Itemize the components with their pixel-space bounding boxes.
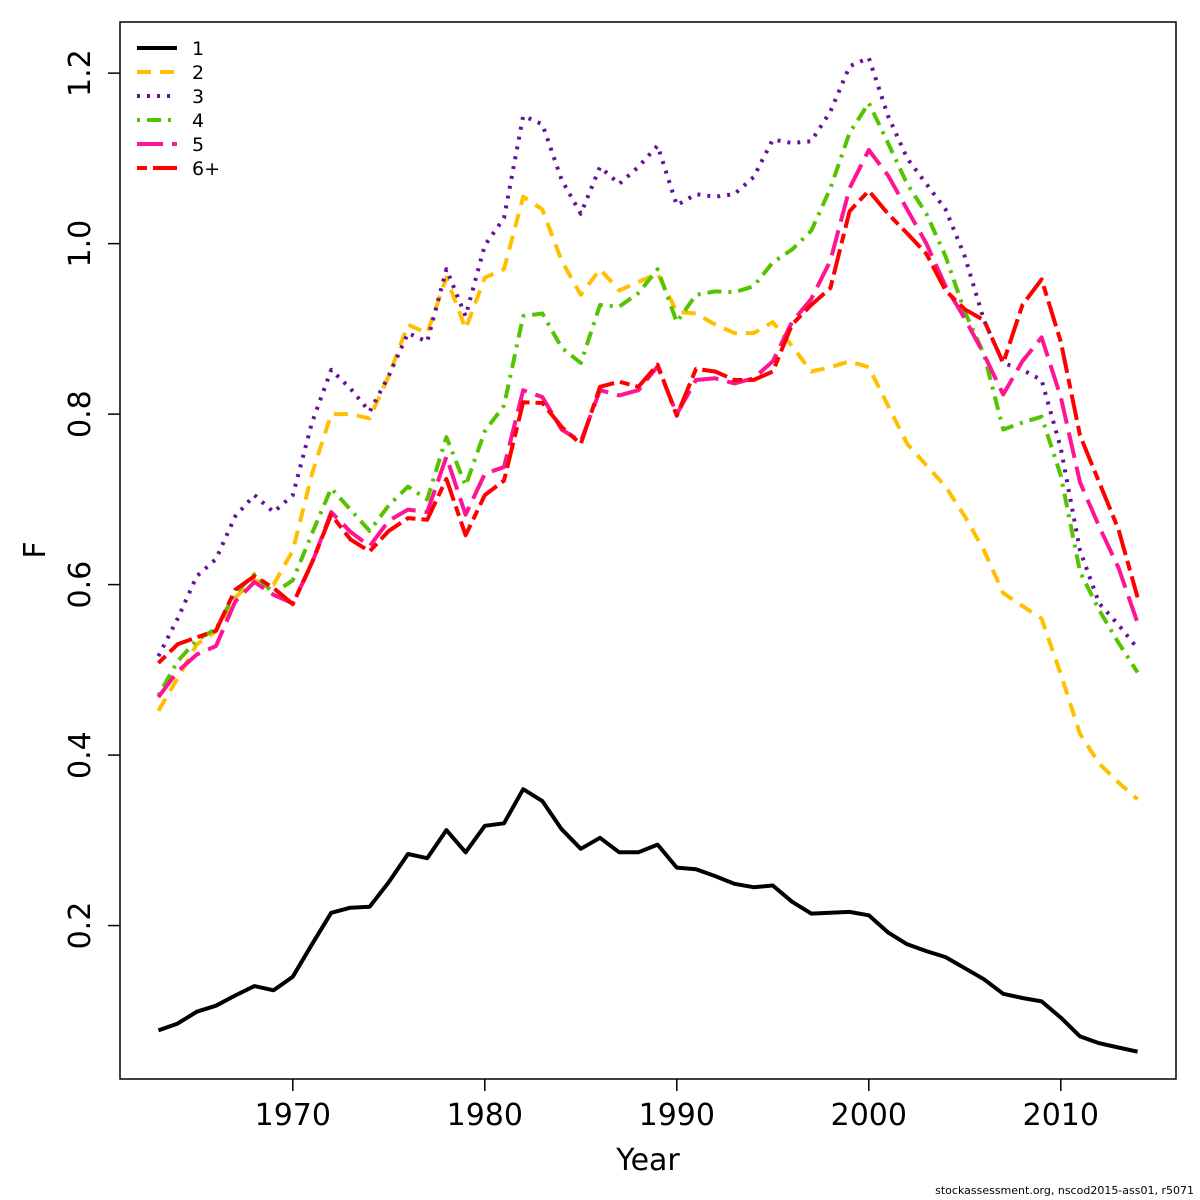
y-tick-label-0.2: 0.2	[63, 902, 98, 950]
series-line-2	[156, 194, 1139, 801]
x-tick-label-2000: 2000	[831, 1098, 907, 1133]
y-tick-label-1.2: 1.2	[63, 49, 98, 97]
series-line-5	[156, 147, 1140, 699]
legend-label-2: 2	[192, 62, 204, 84]
x-tick-label-1980: 1980	[447, 1098, 523, 1133]
legend-label-3: 3	[192, 86, 204, 108]
series-line-4	[156, 101, 1140, 697]
x-axis: 1970 1980 1990 2000 2010	[255, 1079, 1099, 1133]
y-tick-label-0.4: 0.4	[63, 731, 98, 779]
legend-label-5: 5	[192, 134, 204, 156]
y-tick-label-0.8: 0.8	[63, 390, 98, 438]
series-line-3	[156, 55, 1140, 658]
y-axis-title: F	[18, 541, 53, 558]
series-layer	[156, 55, 1140, 1054]
x-tick-label-1990: 1990	[639, 1098, 715, 1133]
x-tick-label-2010: 2010	[1023, 1098, 1099, 1133]
y-axis: 0.2 0.4 0.6 0.8 1.0 1.2	[63, 49, 120, 949]
legend-label-1: 1	[192, 38, 204, 60]
legend-label-4: 4	[192, 110, 204, 132]
x-tick-label-1970: 1970	[255, 1098, 331, 1133]
y-tick-label-0.6: 0.6	[63, 561, 98, 609]
series-line-1	[157, 787, 1139, 1054]
footer-credit: stockassessment.org, nscod2015-ass01, r5…	[935, 1184, 1194, 1197]
x-axis-title: Year	[615, 1143, 680, 1178]
plot-frame	[119, 21, 1177, 1080]
legend-label-6+: 6+	[192, 158, 220, 180]
y-tick-label-1.0: 1.0	[63, 220, 98, 268]
series-line-6+	[157, 188, 1140, 665]
